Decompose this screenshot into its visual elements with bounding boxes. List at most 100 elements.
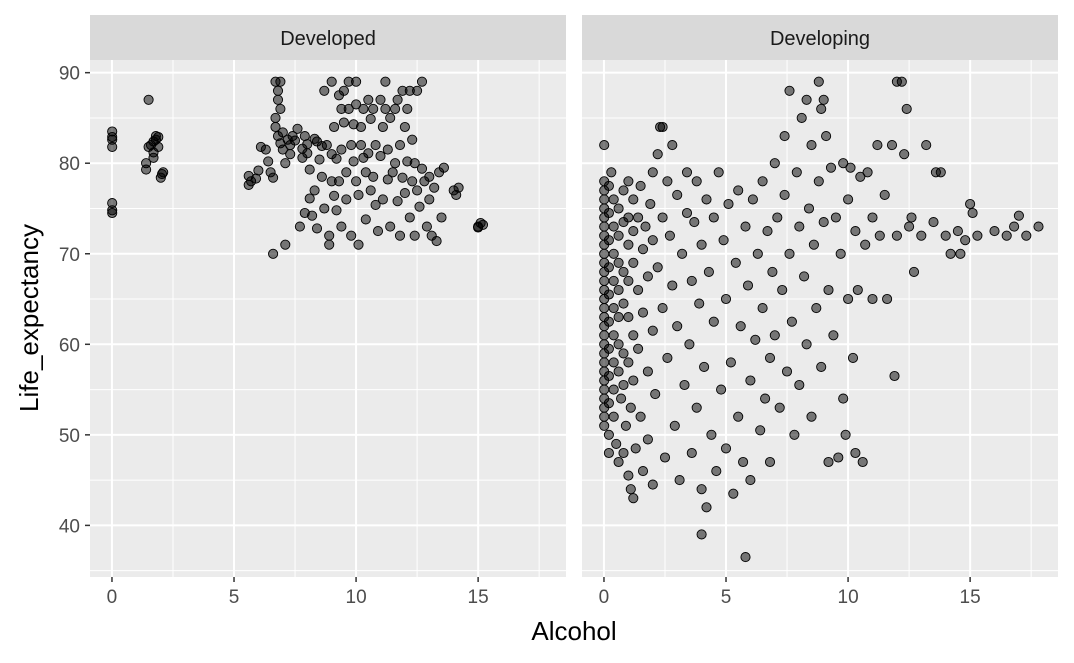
data-point <box>294 221 305 232</box>
data-point <box>867 212 878 223</box>
data-point <box>394 230 406 241</box>
data-point <box>346 140 357 151</box>
x-axis-title: Alcohol <box>531 616 616 646</box>
data-point <box>838 158 849 169</box>
data-point <box>380 103 391 114</box>
data-point <box>603 262 614 273</box>
data-point <box>628 257 639 268</box>
data-point <box>263 156 274 167</box>
data-point <box>289 135 301 146</box>
data-point <box>351 176 362 187</box>
data-point <box>882 293 893 305</box>
data-point <box>669 420 680 431</box>
data-point <box>960 235 971 246</box>
data-point <box>143 94 154 105</box>
data-point <box>779 131 790 142</box>
y-tick-label: 80 <box>59 154 80 175</box>
data-point <box>148 152 159 163</box>
data-point <box>623 312 634 323</box>
data-point <box>608 330 619 341</box>
data-point <box>319 203 330 214</box>
data-point <box>647 479 658 490</box>
data-point <box>657 212 668 223</box>
data-point <box>618 447 629 459</box>
data-point <box>642 271 653 282</box>
data-point <box>603 289 614 300</box>
data-point <box>346 230 357 241</box>
data-point <box>952 226 963 237</box>
data-point <box>830 212 841 223</box>
data-point <box>767 266 778 277</box>
data-point <box>899 149 910 160</box>
data-point <box>760 393 771 404</box>
data-point <box>879 189 890 200</box>
data-point <box>275 103 286 114</box>
x-tick-label: 10 <box>838 587 859 608</box>
data-point <box>662 176 673 187</box>
y-tick-label: 70 <box>59 245 80 266</box>
data-point <box>733 185 744 196</box>
data-point <box>720 443 732 454</box>
data-point <box>392 196 403 207</box>
points-developed <box>107 76 489 259</box>
x-tick-label: 15 <box>960 587 981 608</box>
data-point <box>285 149 296 160</box>
strip-label-developing: Developing <box>770 28 870 50</box>
data-point <box>716 384 727 395</box>
data-point <box>603 429 614 440</box>
data-point <box>613 339 624 350</box>
data-point <box>818 94 829 105</box>
data-point <box>640 221 651 232</box>
data-point <box>696 529 707 540</box>
data-point <box>633 343 644 354</box>
data-point <box>608 384 619 395</box>
data-point <box>637 244 649 255</box>
data-point <box>385 221 396 232</box>
data-point <box>664 230 675 241</box>
data-point <box>611 438 622 449</box>
data-point <box>331 205 342 216</box>
data-point <box>268 172 279 183</box>
data-point <box>372 226 384 237</box>
data-point <box>375 94 386 105</box>
data-point <box>608 194 619 205</box>
data-point <box>304 193 315 204</box>
data-point <box>652 149 663 160</box>
data-point <box>781 366 793 377</box>
data-point <box>843 194 854 205</box>
data-point <box>618 298 629 309</box>
data-point <box>429 182 440 193</box>
data-point <box>599 357 610 368</box>
strip-background-developing <box>582 15 1058 60</box>
data-point <box>360 167 371 178</box>
data-point <box>603 316 614 327</box>
data-point <box>823 284 834 296</box>
data-point <box>277 144 288 155</box>
data-point <box>637 466 649 477</box>
data-point <box>336 144 347 155</box>
data-point <box>141 164 152 175</box>
data-point <box>618 185 629 196</box>
data-point <box>794 221 805 232</box>
data-point <box>747 194 758 205</box>
data-point <box>801 94 812 105</box>
data-point <box>613 366 624 377</box>
data-point <box>838 393 849 404</box>
y-axis-title: Life_expectancy <box>14 224 44 412</box>
data-point <box>874 230 885 241</box>
data-point <box>613 456 624 468</box>
data-point <box>153 141 164 152</box>
data-point <box>794 379 805 391</box>
data-point <box>862 167 873 178</box>
data-point <box>967 207 978 219</box>
data-point <box>316 171 327 182</box>
data-point <box>672 189 683 200</box>
data-point <box>360 214 371 225</box>
data-point <box>701 194 712 205</box>
data-point <box>696 239 707 250</box>
data-point <box>628 226 639 237</box>
data-point <box>945 248 956 259</box>
data-point <box>438 162 449 173</box>
data-point <box>635 411 646 422</box>
